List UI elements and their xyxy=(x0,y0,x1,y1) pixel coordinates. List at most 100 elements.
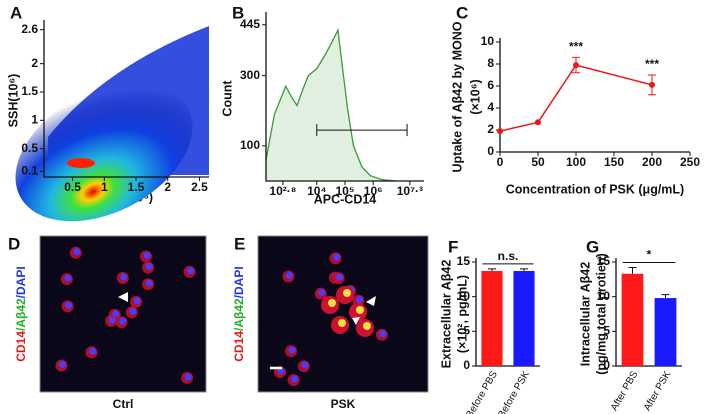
point xyxy=(649,81,655,88)
stain-part: /DAPI xyxy=(232,266,246,298)
amyloid-signal xyxy=(363,322,371,330)
cell-nucleus xyxy=(119,317,127,325)
arrowhead xyxy=(366,296,376,306)
y-tick-label: 1 xyxy=(31,113,38,127)
x-tick-label: After PSK xyxy=(642,369,674,413)
axis xyxy=(265,12,424,182)
bar xyxy=(513,271,535,366)
cell-nucleus xyxy=(355,296,363,304)
micrograph xyxy=(39,235,207,393)
y-tick-label: 300 xyxy=(240,68,260,82)
y-tick-label: 0.1 xyxy=(21,164,38,178)
panel-label: B xyxy=(232,3,244,22)
stain-part: /Aβ42 xyxy=(14,298,28,331)
significance: n.s. xyxy=(498,249,519,263)
y-tick-label: 2.6 xyxy=(21,22,38,36)
cell-nucleus xyxy=(301,361,309,369)
y-axis-label: Extracellular Aβ42 xyxy=(439,260,453,369)
density-peak xyxy=(67,158,95,168)
x-tick-label: 0.5 xyxy=(64,180,81,194)
cell-nucleus xyxy=(285,271,293,279)
x-axis-label: APC-CD14 xyxy=(314,192,377,206)
stain-label: CD14/Aβ42/DAPI xyxy=(14,266,28,361)
axis xyxy=(43,20,209,178)
panel-label: A xyxy=(10,3,22,22)
x-tick-label: 1.5 xyxy=(128,180,145,194)
cell-nucleus xyxy=(133,297,141,305)
y-tick-label: 0 xyxy=(463,358,470,372)
point xyxy=(535,119,541,126)
cell-nucleus xyxy=(143,251,151,259)
cell-nucleus xyxy=(129,307,137,315)
x-tick-label: 250 xyxy=(680,155,700,169)
cell-nucleus xyxy=(336,273,344,281)
density-cloud xyxy=(15,26,209,222)
axis xyxy=(499,38,690,153)
x-tick-label: Before PBS xyxy=(464,369,500,414)
micrograph xyxy=(257,235,429,393)
cell-nucleus xyxy=(318,289,326,297)
y-axis-label: (pg/mg total protien) xyxy=(594,253,608,375)
amyloid-signal xyxy=(356,306,364,314)
arrowhead xyxy=(352,317,360,325)
image-caption: Ctrl xyxy=(113,397,134,411)
cell-nucleus xyxy=(187,267,195,275)
x-tick-label: 10⁴ xyxy=(307,184,326,198)
y-tick-label: 5 xyxy=(463,324,470,338)
x-tick-label: 2 xyxy=(164,180,171,194)
histogram-fill xyxy=(266,30,396,181)
panel-label: E xyxy=(234,234,245,253)
y-tick-label: 0.5 xyxy=(21,141,38,155)
cell-nucleus xyxy=(58,361,66,369)
y-axis-label: (×10⁶) xyxy=(468,79,482,114)
x-tick-label: 10⁶ xyxy=(364,184,383,198)
x-tick-label: 100 xyxy=(566,155,586,169)
histogram-line xyxy=(265,27,396,182)
panel-label: C xyxy=(456,3,468,22)
y-tick-label: 445 xyxy=(240,17,260,31)
x-tick-label: 50 xyxy=(531,155,545,169)
y-tick-label: 5 xyxy=(603,324,610,338)
cell-nucleus xyxy=(184,373,192,381)
arrowhead xyxy=(118,292,128,302)
y-tick-label: 0 xyxy=(603,358,610,372)
y-tick-label: 6 xyxy=(487,78,494,92)
x-tick-label: 10⁷·³ xyxy=(397,184,423,198)
x-tick-label: 2.5 xyxy=(191,180,208,194)
y-axis-label: SSH(10⁶) xyxy=(6,74,20,128)
y-tick-label: 10 xyxy=(457,289,471,303)
x-tick-label: After PBS xyxy=(609,369,641,413)
stain-part: /DAPI xyxy=(14,266,28,298)
error-bar xyxy=(488,268,496,272)
cell-nucleus xyxy=(145,279,153,287)
y-axis-label: (×10², pg/mL) xyxy=(455,275,469,353)
error-bar xyxy=(520,268,528,272)
y-axis-label: Uptake of Aβ42 by MONO xyxy=(450,21,464,172)
y-tick-label: 4 xyxy=(487,100,494,114)
cell-nucleus xyxy=(145,262,153,270)
cell-nucleus xyxy=(291,375,299,383)
cell-nucleus xyxy=(288,346,296,354)
gate xyxy=(316,124,408,137)
stain-part: /Aβ42 xyxy=(232,298,246,331)
panel-label: D xyxy=(8,234,20,253)
significance: *** xyxy=(645,57,659,71)
density-cloud-core xyxy=(15,82,193,222)
x-tick-label: Before PSK xyxy=(496,369,532,414)
y-tick-label: 10 xyxy=(597,289,611,303)
significance: * xyxy=(647,248,652,262)
x-axis-label: Concentration of PSK (μg/mL) xyxy=(506,182,684,196)
x-tick-label: 1 xyxy=(101,180,108,194)
image-caption: PSK xyxy=(331,397,356,411)
amyloid-signal xyxy=(343,289,351,297)
y-tick-label: 2 xyxy=(31,56,38,70)
stain-label: CD14/Aβ42/DAPI xyxy=(232,266,246,361)
cell-nucleus xyxy=(120,273,128,281)
cell-nucleus xyxy=(73,248,81,256)
y-axis-label: Intracellular Aβ42 xyxy=(578,262,592,366)
line xyxy=(499,64,653,132)
significance: *** xyxy=(569,40,583,54)
cell-nucleus xyxy=(65,301,73,309)
cell-nucleus xyxy=(64,274,72,282)
